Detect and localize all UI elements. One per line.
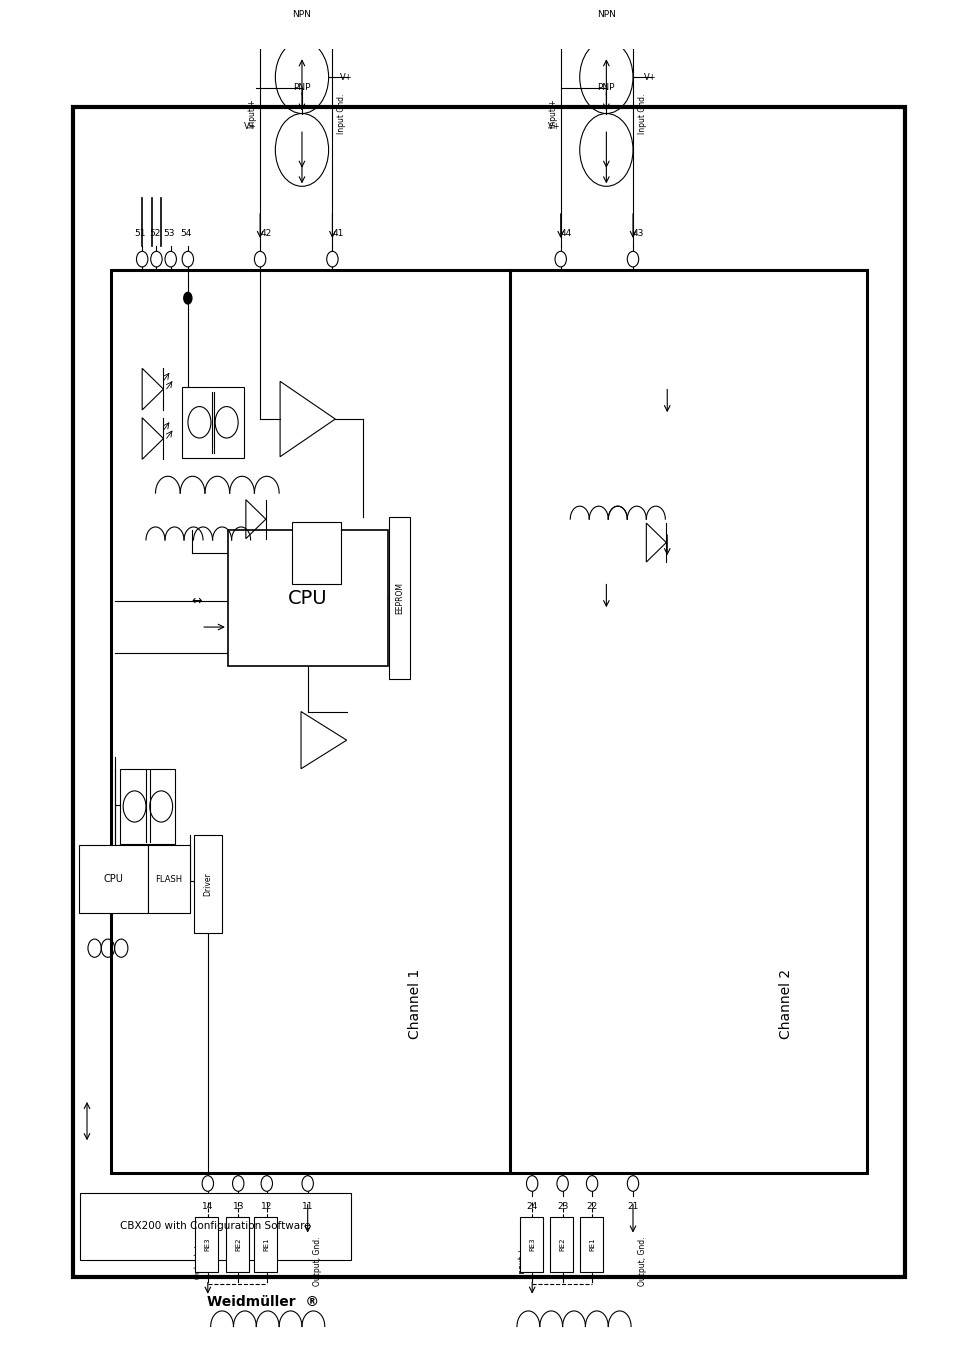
Circle shape — [136, 251, 148, 267]
Text: 22: 22 — [586, 1203, 598, 1211]
Bar — [519, 1218, 542, 1272]
Circle shape — [627, 251, 639, 267]
Bar — [120, 768, 175, 844]
Text: 21: 21 — [627, 1203, 638, 1211]
Bar — [275, 0, 349, 26]
Text: Output +: Output + — [193, 1243, 203, 1280]
Bar — [579, 1218, 602, 1272]
Text: RE1: RE1 — [589, 1238, 595, 1251]
Circle shape — [233, 1176, 244, 1191]
Bar — [111, 270, 866, 1173]
Text: V+: V+ — [243, 122, 256, 131]
Text: Channel 2: Channel 2 — [779, 969, 792, 1040]
Bar — [389, 517, 410, 679]
Text: 14: 14 — [202, 1203, 213, 1211]
Bar — [195, 1218, 218, 1272]
Text: V+: V+ — [339, 73, 353, 81]
Text: CBX200 with Configuration Software: CBX200 with Configuration Software — [120, 1222, 311, 1231]
Bar — [550, 1218, 573, 1272]
Bar — [254, 1218, 277, 1272]
Text: Driver: Driver — [203, 872, 213, 896]
Text: Input +: Input + — [548, 99, 557, 128]
Circle shape — [202, 1176, 213, 1191]
Bar — [228, 529, 387, 666]
Text: Weidmüller  ®: Weidmüller ® — [207, 1295, 318, 1308]
Text: Input +: Input + — [248, 99, 256, 128]
Bar — [193, 836, 222, 933]
Text: 24: 24 — [526, 1203, 537, 1211]
Circle shape — [182, 251, 193, 267]
Text: Output, Gnd.: Output, Gnd. — [638, 1237, 646, 1287]
Text: Output, Gnd.: Output, Gnd. — [313, 1237, 321, 1287]
Text: Channel 1: Channel 1 — [408, 969, 422, 1040]
Circle shape — [302, 1176, 314, 1191]
Text: 43: 43 — [633, 228, 643, 238]
Text: 12: 12 — [261, 1203, 273, 1211]
Text: EEPROM: EEPROM — [395, 582, 404, 614]
Bar — [79, 845, 148, 913]
Circle shape — [586, 1176, 598, 1191]
Text: V+: V+ — [548, 122, 560, 131]
Text: NPN: NPN — [293, 11, 311, 19]
Text: 53: 53 — [163, 228, 174, 238]
Circle shape — [326, 251, 337, 267]
Text: Input +: Input + — [517, 1247, 527, 1276]
Bar — [148, 845, 190, 913]
Bar — [226, 1218, 249, 1272]
Circle shape — [261, 1176, 273, 1191]
Circle shape — [555, 251, 566, 267]
Text: CPU: CPU — [104, 875, 124, 884]
Text: RE3: RE3 — [205, 1238, 211, 1251]
Text: 54: 54 — [180, 228, 192, 238]
Circle shape — [183, 292, 193, 305]
Bar — [72, 107, 904, 1277]
Bar — [292, 521, 340, 585]
Text: Input Gnd.: Input Gnd. — [337, 93, 346, 134]
Bar — [80, 1192, 351, 1260]
Text: RE1: RE1 — [263, 1238, 270, 1251]
Circle shape — [526, 1176, 537, 1191]
Text: PNP: PNP — [597, 82, 615, 92]
Bar — [579, 0, 653, 26]
Text: RE3: RE3 — [529, 1238, 535, 1251]
Text: NPN: NPN — [597, 11, 615, 19]
Text: RE2: RE2 — [235, 1238, 241, 1251]
Circle shape — [254, 251, 266, 267]
Circle shape — [165, 251, 176, 267]
Text: PNP: PNP — [293, 82, 311, 92]
Text: FLASH: FLASH — [155, 875, 182, 884]
Circle shape — [557, 1176, 568, 1191]
Text: V+: V+ — [643, 73, 657, 81]
Text: 13: 13 — [233, 1203, 244, 1211]
Text: RE2: RE2 — [559, 1238, 565, 1251]
Text: Input Gnd.: Input Gnd. — [638, 93, 646, 134]
Text: ↔: ↔ — [191, 594, 201, 608]
Bar — [182, 386, 244, 458]
Circle shape — [151, 251, 162, 267]
Text: 51: 51 — [134, 228, 146, 238]
Text: 23: 23 — [557, 1203, 568, 1211]
Text: 42: 42 — [260, 228, 272, 238]
Circle shape — [627, 1176, 639, 1191]
Text: 11: 11 — [301, 1203, 314, 1211]
Text: CPU: CPU — [288, 589, 327, 608]
Text: 41: 41 — [332, 228, 343, 238]
Text: 52: 52 — [149, 228, 160, 238]
Text: 44: 44 — [560, 228, 572, 238]
